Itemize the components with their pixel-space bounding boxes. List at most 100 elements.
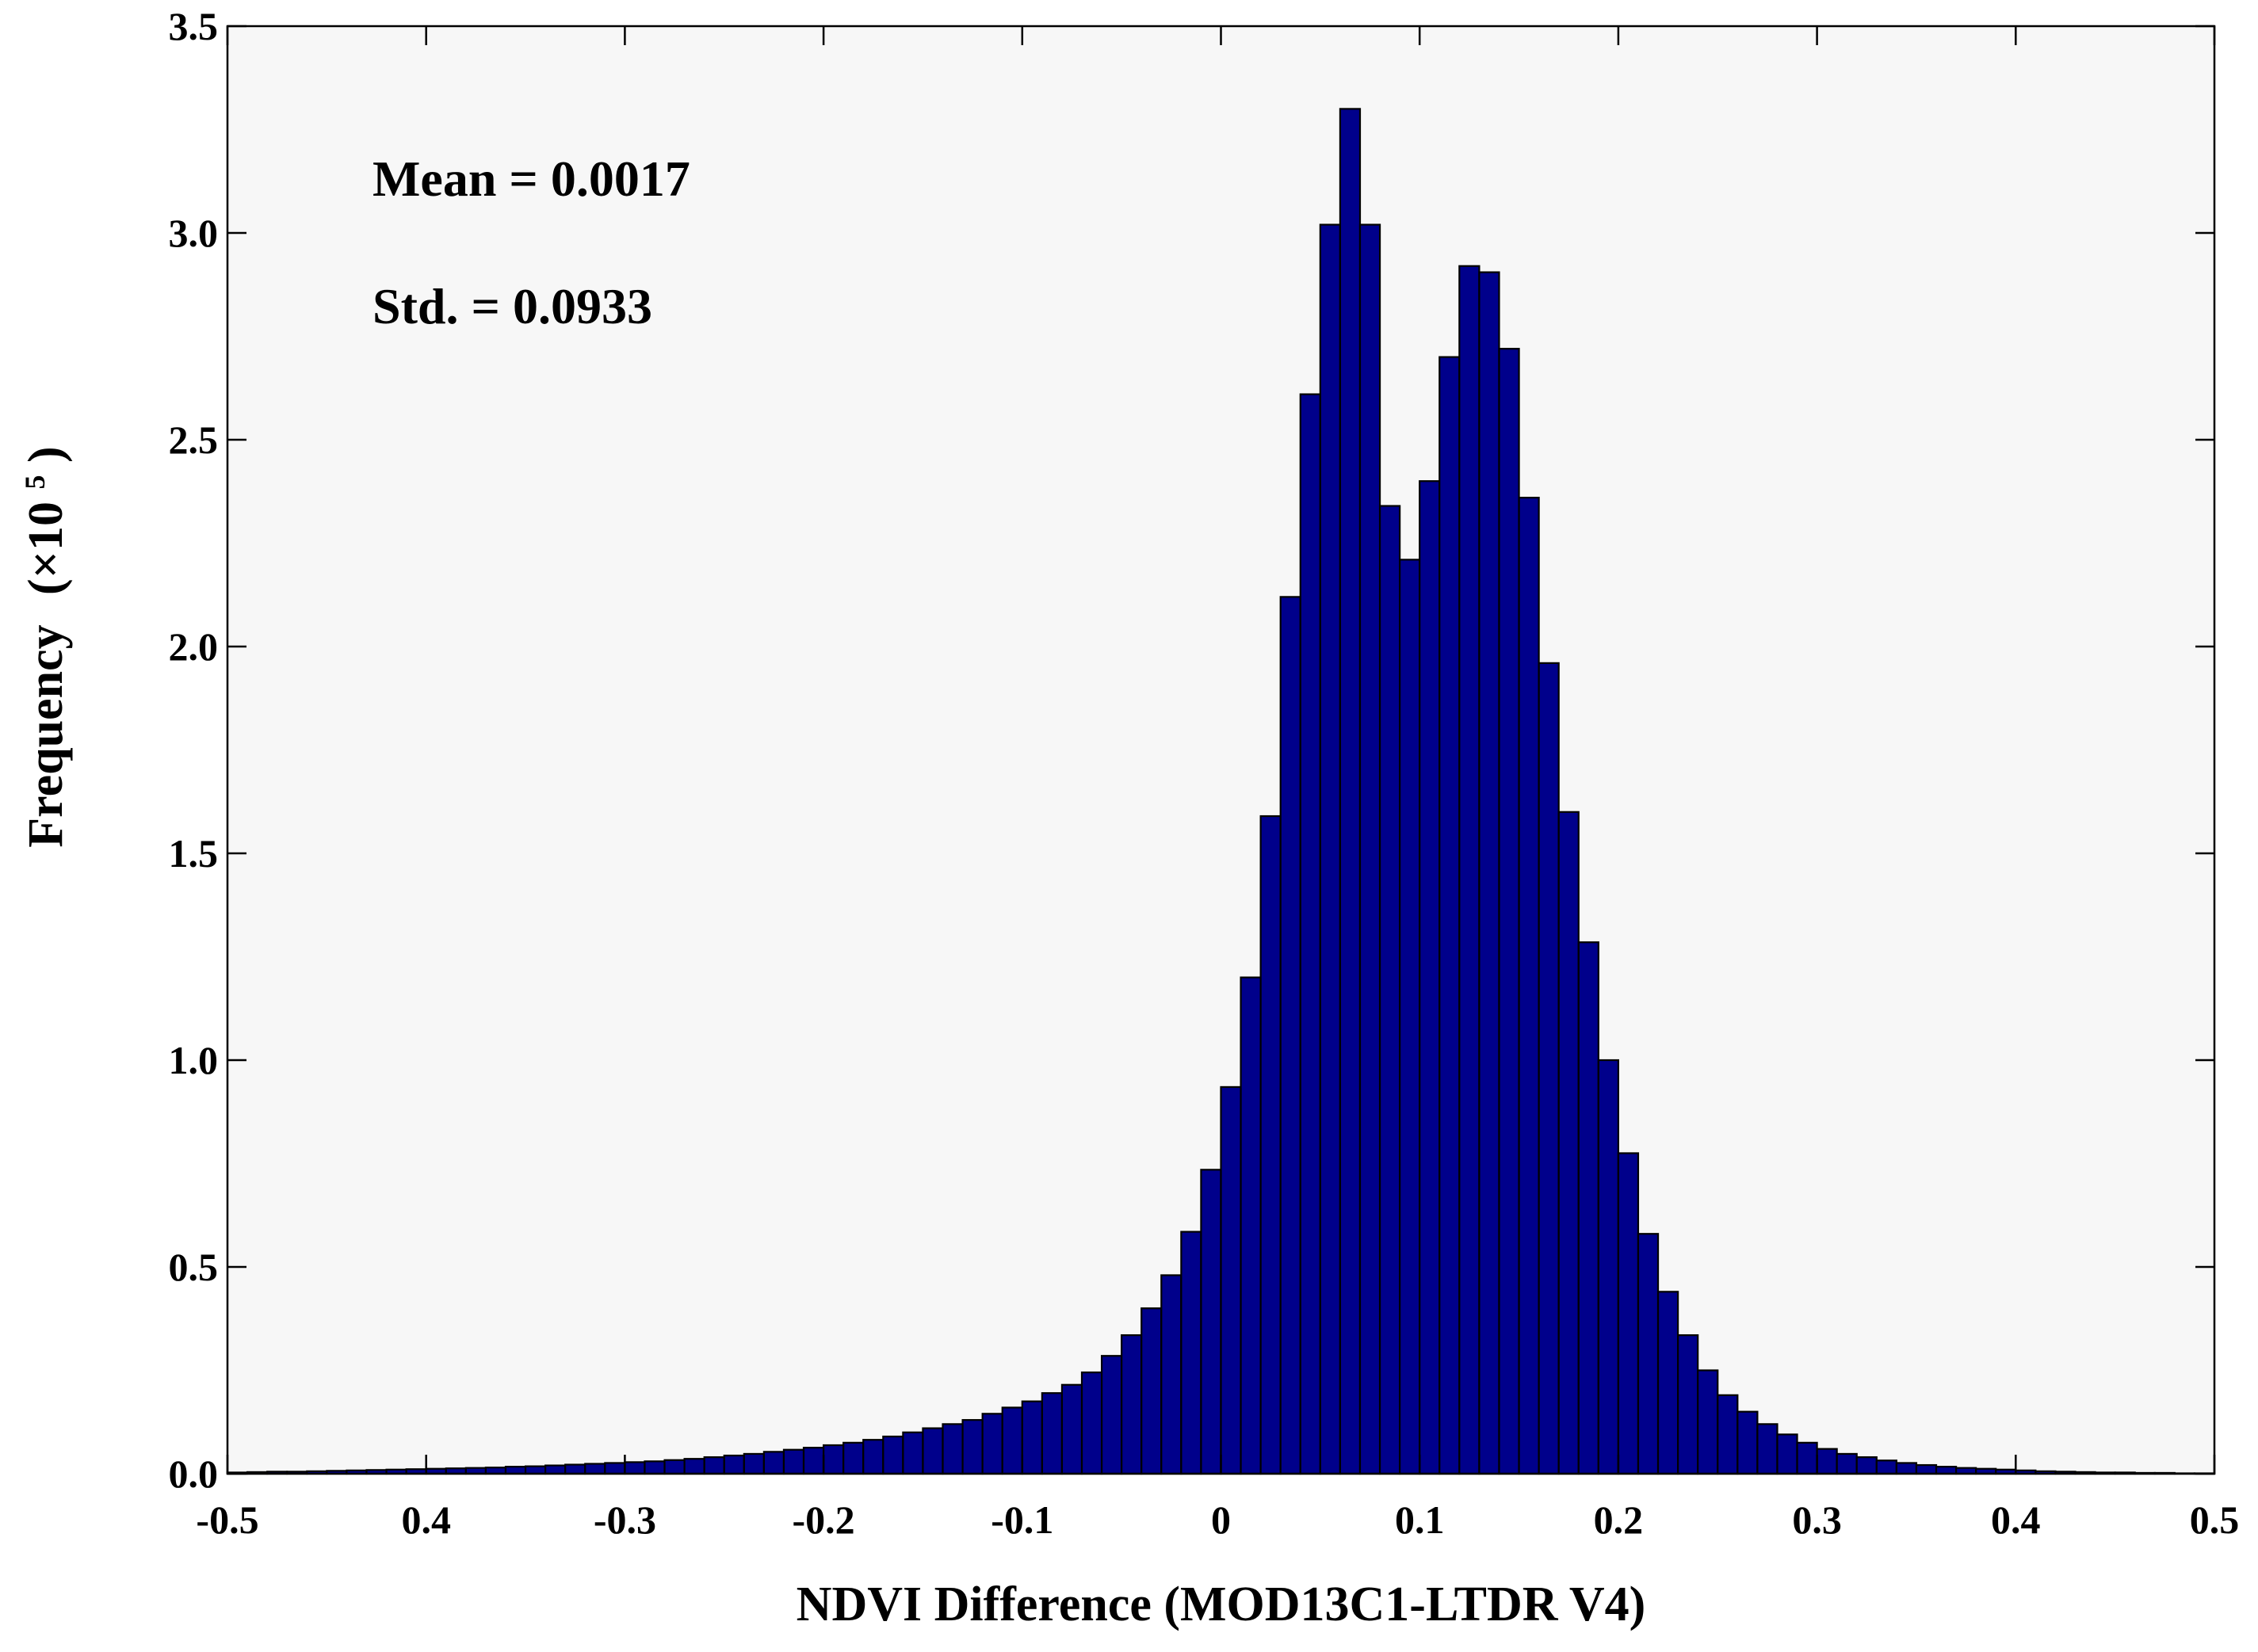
- histogram-bar: [1339, 108, 1362, 1475]
- x-tick-label: 0.5: [2190, 1497, 2240, 1542]
- y-axis-title-unit-suffix: ): [19, 446, 73, 463]
- y-axis-title: Frequency (×10 5 ): [2, 446, 73, 847]
- histogram-bar: [1577, 941, 1599, 1475]
- histogram-bar: [1220, 1085, 1242, 1475]
- histogram-bar: [862, 1439, 884, 1475]
- histogram-bar: [1080, 1372, 1103, 1475]
- histogram-bar: [1518, 496, 1540, 1475]
- histogram-bar: [1656, 1291, 1679, 1475]
- histogram-bar: [1180, 1230, 1202, 1475]
- histogram-bar: [842, 1441, 865, 1475]
- histogram-bar: [1935, 1466, 1958, 1475]
- histogram-bar: [1855, 1456, 1878, 1475]
- histogram-bar: [1836, 1452, 1858, 1475]
- histogram-bar: [524, 1465, 547, 1475]
- y-tick-label: 1.0: [169, 1038, 219, 1082]
- histogram-bar: [1001, 1406, 1023, 1475]
- histogram-bar: [1498, 348, 1520, 1475]
- histogram-bar: [1617, 1152, 1640, 1475]
- histogram-bar: [782, 1448, 805, 1475]
- y-tick-label: 2.5: [169, 418, 219, 462]
- histogram-bar: [1121, 1334, 1143, 1475]
- x-tick-label: 0.1: [1395, 1497, 1445, 1542]
- histogram-bar: [762, 1451, 785, 1475]
- histogram-bar: [1160, 1274, 1182, 1475]
- histogram-bar: [1875, 1459, 1897, 1475]
- histogram-bar: [1240, 976, 1262, 1475]
- histogram-bar: [1895, 1462, 1918, 1475]
- y-axis-title-main: Frequency: [19, 624, 73, 847]
- histogram-bar: [663, 1459, 686, 1475]
- x-tick-label: 0.2: [1594, 1497, 1644, 1542]
- histogram-bar: [703, 1456, 725, 1475]
- y-tick-label: 3.5: [169, 4, 219, 48]
- x-tick-label: -0.3: [594, 1497, 656, 1542]
- histogram-bar: [802, 1447, 825, 1475]
- y-axis-title-unit-exp: 5: [19, 475, 51, 489]
- histogram-bar: [1438, 356, 1461, 1475]
- histogram-bar: [1419, 480, 1441, 1475]
- histogram-bar: [1478, 271, 1500, 1475]
- histogram-bar: [1736, 1410, 1759, 1475]
- histogram-bar: [1637, 1233, 1660, 1475]
- x-axis-title: NDVI Difference (MOD13C1-LTDR V4): [797, 1578, 1646, 1631]
- x-axis-ticks: -0.5 0.4 -0.3 -0.2 -0.1 0 0.1 0.2 0.3 0.4 0.5: [196, 26, 2239, 1542]
- histogram-bar: [1816, 1448, 1838, 1475]
- histogram-bar: [961, 1419, 984, 1475]
- histogram-bar: [584, 1463, 606, 1475]
- histogram-bar: [981, 1413, 1003, 1475]
- histogram-bar: [1358, 223, 1381, 1475]
- histogram-bar: [644, 1460, 666, 1475]
- histogram-bar: [1538, 662, 1560, 1475]
- y-tick-label: 0.0: [169, 1452, 219, 1496]
- histogram-bar: [1200, 1169, 1222, 1475]
- histogram-bar: [902, 1431, 924, 1475]
- histogram-bar: [822, 1444, 845, 1475]
- histogram-bar: [922, 1427, 944, 1475]
- histogram-bar: [1597, 1059, 1619, 1475]
- histogram-bar: [1796, 1441, 1818, 1475]
- histogram-bar: [1776, 1433, 1798, 1475]
- histogram-bar: [604, 1462, 626, 1475]
- y-tick-label: 0.5: [169, 1245, 219, 1289]
- histogram-bar: [942, 1423, 964, 1475]
- x-tick-label: 0.4: [1991, 1497, 2041, 1542]
- histogram-bar: [504, 1466, 527, 1475]
- histogram-bar: [544, 1464, 567, 1475]
- std-annotation: Std. = 0.0933: [373, 278, 652, 334]
- histogram-bar: [1140, 1307, 1163, 1475]
- y-tick-label: 1.5: [169, 831, 219, 876]
- histogram-bar: [1100, 1355, 1123, 1475]
- histogram-bar: [1677, 1334, 1699, 1475]
- histogram-bars: [226, 108, 2216, 1475]
- histogram-bar: [1279, 596, 1301, 1475]
- y-tick-label: 2.0: [169, 624, 219, 669]
- x-tick-label: -0.5: [196, 1497, 258, 1542]
- x-tick-label: 0.4: [401, 1497, 451, 1542]
- histogram-bar: [743, 1452, 765, 1475]
- x-tick-label: -0.1: [991, 1497, 1053, 1542]
- histogram-bar: [1697, 1369, 1719, 1475]
- histogram-bar: [1319, 223, 1342, 1475]
- x-tick-label: 0.3: [1792, 1497, 1842, 1542]
- histogram-bar: [1915, 1463, 1938, 1475]
- mean-annotation: Mean = 0.0017: [373, 151, 690, 207]
- histogram-bar: [683, 1458, 705, 1475]
- histogram-bar: [1378, 505, 1401, 1475]
- histogram-bar: [1060, 1383, 1083, 1475]
- y-axis-title-unit-prefix: (×10: [19, 502, 73, 595]
- histogram-bar: [1399, 559, 1421, 1475]
- histogram-bar: [1717, 1394, 1739, 1475]
- histogram-bar: [1021, 1400, 1043, 1475]
- y-tick-label: 3.0: [169, 211, 219, 255]
- histogram-bar: [1299, 393, 1321, 1475]
- histogram-bar: [1458, 265, 1480, 1475]
- x-tick-label: 0: [1211, 1497, 1231, 1542]
- histogram-bar: [564, 1463, 586, 1475]
- histogram-bar: [1557, 811, 1580, 1475]
- histogram-bar: [624, 1461, 646, 1475]
- histogram-bar: [1259, 815, 1282, 1475]
- y-axis-ticks: 0.0 0.5 1.0 1.5 2.0 2.5 3.0 3.5: [169, 4, 2214, 1496]
- x-tick-label: -0.2: [793, 1497, 855, 1542]
